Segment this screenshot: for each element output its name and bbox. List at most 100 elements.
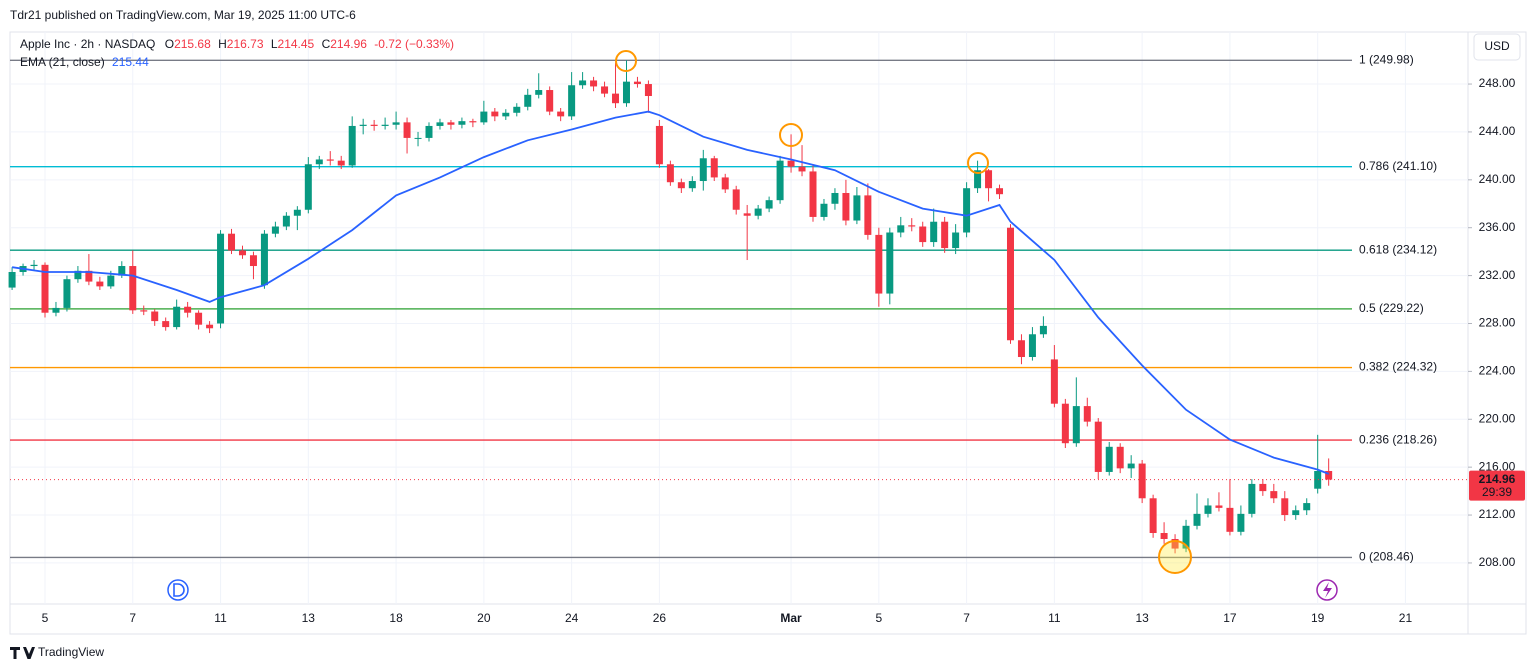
candle-body <box>601 86 609 94</box>
fib-label: 0.618 (234.12) <box>1359 242 1437 256</box>
candle-body <box>612 93 620 104</box>
candle-body <box>1028 334 1036 358</box>
candle-body <box>184 306 192 313</box>
price-tag <box>1469 470 1525 501</box>
candle-body <box>370 124 378 126</box>
currency-box[interactable] <box>1473 33 1521 61</box>
candle-body <box>952 232 960 249</box>
y-tick-label: 212.00 <box>1479 507 1516 521</box>
candle-body <box>644 84 652 97</box>
candle-body <box>864 195 872 235</box>
legend-key: H <box>218 37 227 51</box>
candle-body <box>480 111 488 123</box>
candle-body <box>348 125 356 166</box>
candle-body <box>809 171 817 217</box>
candle-body <box>85 270 93 282</box>
x-tick-label: 19 <box>1311 611 1325 625</box>
candle-body <box>831 192 839 204</box>
candle-body <box>557 111 565 117</box>
ema-legend: EMA (21, close) 215.44 <box>20 55 149 69</box>
y-tick-label: 208.00 <box>1479 555 1516 569</box>
candle-body <box>776 160 784 201</box>
candle-body <box>195 312 203 325</box>
legend-key: L <box>271 37 278 51</box>
x-tick-label: 17 <box>1223 611 1237 625</box>
candle-body <box>1325 470 1333 480</box>
candle-body <box>30 264 38 267</box>
candle-body <box>513 106 521 113</box>
candle-body <box>151 311 159 322</box>
x-tick-label: 24 <box>565 611 579 625</box>
candle-body <box>74 270 82 280</box>
candle-body <box>568 85 576 117</box>
dividend-icon[interactable] <box>167 579 189 601</box>
y-tick-label: 228.00 <box>1479 316 1516 330</box>
candle-body <box>820 203 828 217</box>
x-tick-label: 21 <box>1399 611 1413 625</box>
ema-name: EMA (21, close) <box>20 55 105 69</box>
candle-body <box>787 160 795 167</box>
candle-body <box>414 137 422 139</box>
candle-body <box>118 266 126 276</box>
candle-body <box>732 189 740 210</box>
candle-body <box>633 81 641 85</box>
candle-body <box>359 124 367 126</box>
candle-body <box>908 225 916 227</box>
candle-body <box>1226 507 1234 532</box>
candle-body <box>1171 538 1179 549</box>
price-tag-value: 214.96 <box>1479 472 1516 486</box>
candle-body <box>326 159 334 161</box>
candle-body <box>491 111 499 117</box>
candle-body <box>754 208 762 216</box>
candle-body <box>315 159 323 165</box>
candle-body <box>1237 513 1245 532</box>
candle-body <box>535 90 543 95</box>
x-tick-label: 13 <box>1135 611 1149 625</box>
fib-label: 0 (208.46) <box>1359 550 1414 564</box>
candle-body <box>1127 463 1135 469</box>
candle-body <box>579 80 587 86</box>
candle-body <box>666 164 674 183</box>
fib-label: 0.786 (241.10) <box>1359 159 1437 173</box>
candle-body <box>403 122 411 138</box>
frame <box>9 31 1527 635</box>
legend-value: 216.73 <box>227 37 264 51</box>
highlight-circle <box>779 123 803 147</box>
candle-body <box>107 275 115 287</box>
candle-body <box>381 124 389 126</box>
candle-body <box>1160 533 1168 539</box>
candle-body <box>1292 510 1300 516</box>
candle-body <box>1138 463 1146 499</box>
x-tick-label: 26 <box>653 611 667 625</box>
candle-body <box>162 321 170 328</box>
currency[interactable]: USD <box>1484 39 1510 53</box>
candle-body <box>293 209 301 216</box>
candle-body <box>337 160 345 166</box>
candle-body <box>1204 505 1212 514</box>
candle-body <box>765 200 773 209</box>
candle-body <box>677 182 685 189</box>
price-tag-countdown: 29:39 <box>1482 485 1512 499</box>
change: -0.72 (−0.33%) <box>374 37 454 51</box>
candle-body <box>622 81 630 104</box>
candle-body <box>469 121 477 123</box>
candle-body <box>217 233 225 324</box>
legend-key: C <box>322 37 331 51</box>
candle-body <box>206 324 214 329</box>
candle-body <box>699 158 707 182</box>
candle-body <box>96 281 104 287</box>
footer-brand: TradingView <box>38 645 104 659</box>
y-tick-label: 236.00 <box>1479 220 1516 234</box>
publisher: Tdr21 published on TradingView.com, Mar … <box>10 8 356 22</box>
candle-body <box>655 125 663 165</box>
candle-body <box>897 225 905 233</box>
candle-body <box>710 158 718 178</box>
candle-body <box>1149 498 1157 534</box>
overlay <box>10 110 1468 481</box>
candle-body <box>1303 503 1311 511</box>
candle-body <box>546 90 554 112</box>
candle-body <box>392 122 400 125</box>
